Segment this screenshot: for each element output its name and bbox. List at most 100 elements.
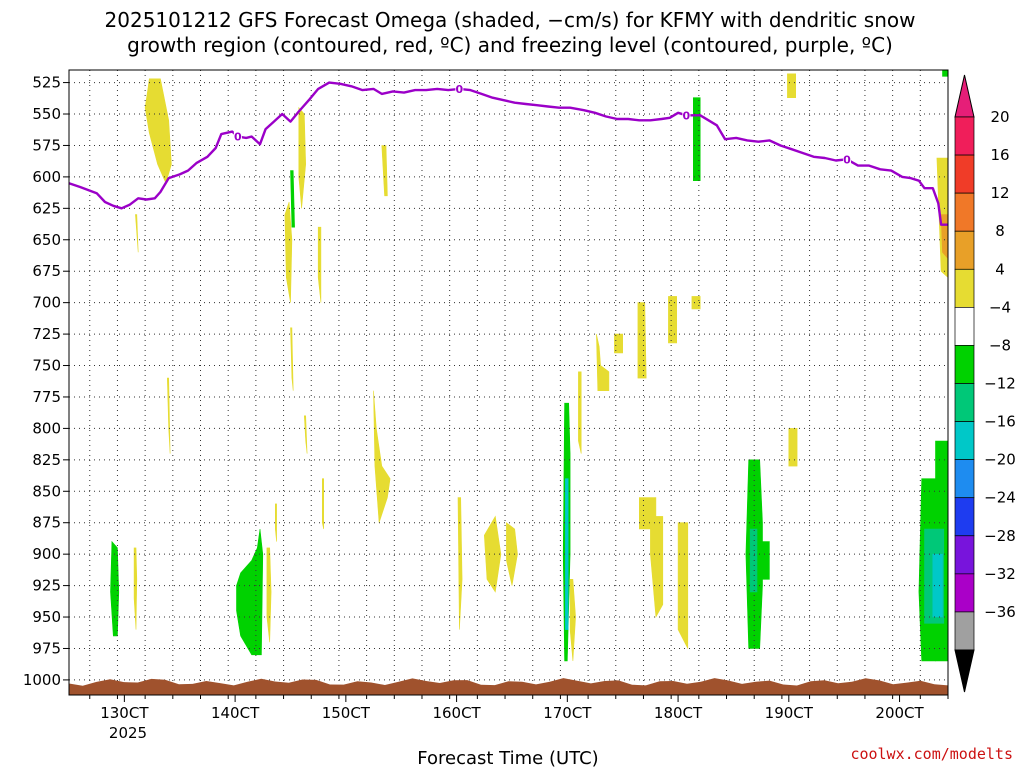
y-tick-label-2: 575 [32,136,61,154]
y-tick-label-10: 775 [32,388,61,406]
freezing-label-bg-2 [682,109,691,122]
omega-region-12 [303,415,308,454]
terrain-band [69,678,948,695]
colorbar-swatch-4 [954,268,975,308]
freezing-level-contour: 0 0 0 0 [68,81,948,226]
omega-region-8 [290,170,295,228]
colorbar-label-8: −16 [984,413,1016,431]
omega-region-31 [637,302,647,379]
y-tick-label-7: 700 [32,294,61,312]
credit-text: coolwx.com/modelts [850,745,1013,763]
omega-region-6 [266,547,272,643]
colorbar-bottom-arrow [954,649,975,693]
colorbar-label-12: −32 [984,565,1016,583]
y-tick-label-1: 550 [32,105,61,123]
freezing-label-bg-0 [233,130,242,143]
omega-region-33 [596,334,610,392]
colorbar-label-0: 20 [990,108,1009,126]
omega-region-16 [373,390,391,523]
omega-region-29 [759,541,770,580]
x-tick-label-5: 180CT [654,704,703,722]
plot-area [69,70,948,695]
y-tick-label-14: 875 [32,514,61,532]
x-tick-label-7: 200CT [875,704,924,722]
freezing-label-bg-1 [455,82,464,95]
omega-region-44 [942,69,949,77]
omega-region-21 [565,478,569,630]
colorbar-swatch-8 [954,421,975,460]
colorbar-swatch-13 [954,611,975,651]
omega-region-19 [506,522,518,586]
y-tick-label-8: 725 [32,325,61,343]
omega-region-2 [166,377,171,454]
omega-region-34 [668,296,678,344]
omega-region-10 [317,226,322,303]
y-tick-label-11: 800 [32,419,61,437]
omega-region-11 [290,327,294,391]
colorbar-swatch-6 [954,345,975,384]
plot-background [69,70,948,695]
y-tick-label-15: 900 [32,545,61,563]
colorbar: 20 16 12 8 4 −4 −8 −12 −16 −20 −24 −28 −32 −36 [954,74,1016,693]
y-tick-label-13: 850 [32,482,61,500]
y-tick-label-0: 525 [32,74,61,92]
colorbar-swatch-5 [954,307,975,346]
colorbar-swatch-3 [954,230,975,270]
y-tick-label-4: 625 [32,199,61,217]
y-tick-label-12: 825 [32,451,61,469]
colorbar-label-3: 8 [995,222,1005,240]
colorbar-label-10: −24 [984,489,1016,507]
y-tick-label-9: 750 [32,357,61,375]
y-tick-label-17: 950 [32,608,61,626]
x-axis-ticks: 130CT 140CT 150CT 160CT 170CT 180CT 190CT 200CT [89,695,949,722]
colorbar-label-2: 12 [990,184,1009,202]
colorbar-label-6: −8 [989,336,1011,354]
omega-region-9 [298,106,307,209]
freezing-label-1: 0 [456,83,464,96]
omega-region-25 [650,516,664,619]
y-tick-label-5: 650 [32,231,61,249]
freezing-level-line [68,81,948,226]
plot-frame [68,69,949,696]
chart-title-line1: 2025101212 GFS Forecast Omega (shaded, −… [105,8,916,32]
y-tick-label-18: 975 [32,639,61,657]
omega-region-13 [274,503,277,542]
x-axis-label: Forecast Time (UTC) [417,748,598,768]
chart-title-line2: growth region (contoured, red, ºC) and f… [127,33,893,57]
terrain-fill [69,678,948,695]
x-tick-label-1: 140CT [211,704,260,722]
omega-region-30 [788,428,798,467]
x-tick-label-3: 160CT [432,704,481,722]
y-tick-label-16: 925 [32,577,61,595]
colorbar-label-9: −20 [984,451,1016,469]
colorbar-label-13: −36 [984,603,1016,621]
colorbar-label-1: 16 [990,146,1009,164]
omega-shading [110,69,949,662]
y-tick-label-6: 675 [32,262,61,280]
omega-region-22 [569,578,576,662]
colorbar-swatch-0 [954,116,975,156]
omega-region-7 [284,201,293,303]
x-axis-year: 2025 [109,724,147,742]
colorbar-swatch-12 [954,573,975,613]
omega-region-23 [578,371,582,454]
freezing-label-bg-3 [842,153,851,166]
colorbar-swatch-1 [954,154,975,194]
omega-region-28 [749,528,758,593]
omega-region-1 [135,214,139,253]
colorbar-label-7: −12 [984,375,1016,393]
omega-region-36 [692,97,701,181]
y-axis-ticks: 525 550 575 600 625 650 675 700 725 750 775 800 825 8… [23,74,69,689]
colorbar-swatch-7 [954,383,975,422]
omega-region-14 [321,478,325,530]
colorbar-label-11: −28 [984,527,1016,545]
y-tick-label-3: 600 [32,168,61,186]
colorbar-swatch-9 [954,459,975,499]
colorbar-swatch-2 [954,192,975,232]
colorbar-label-5: −4 [989,298,1011,316]
omega-region-0 [144,78,172,185]
colorbar-label-4: 4 [995,260,1005,278]
x-tick-label-2: 150CT [322,704,371,722]
omega-region-18 [483,515,502,593]
